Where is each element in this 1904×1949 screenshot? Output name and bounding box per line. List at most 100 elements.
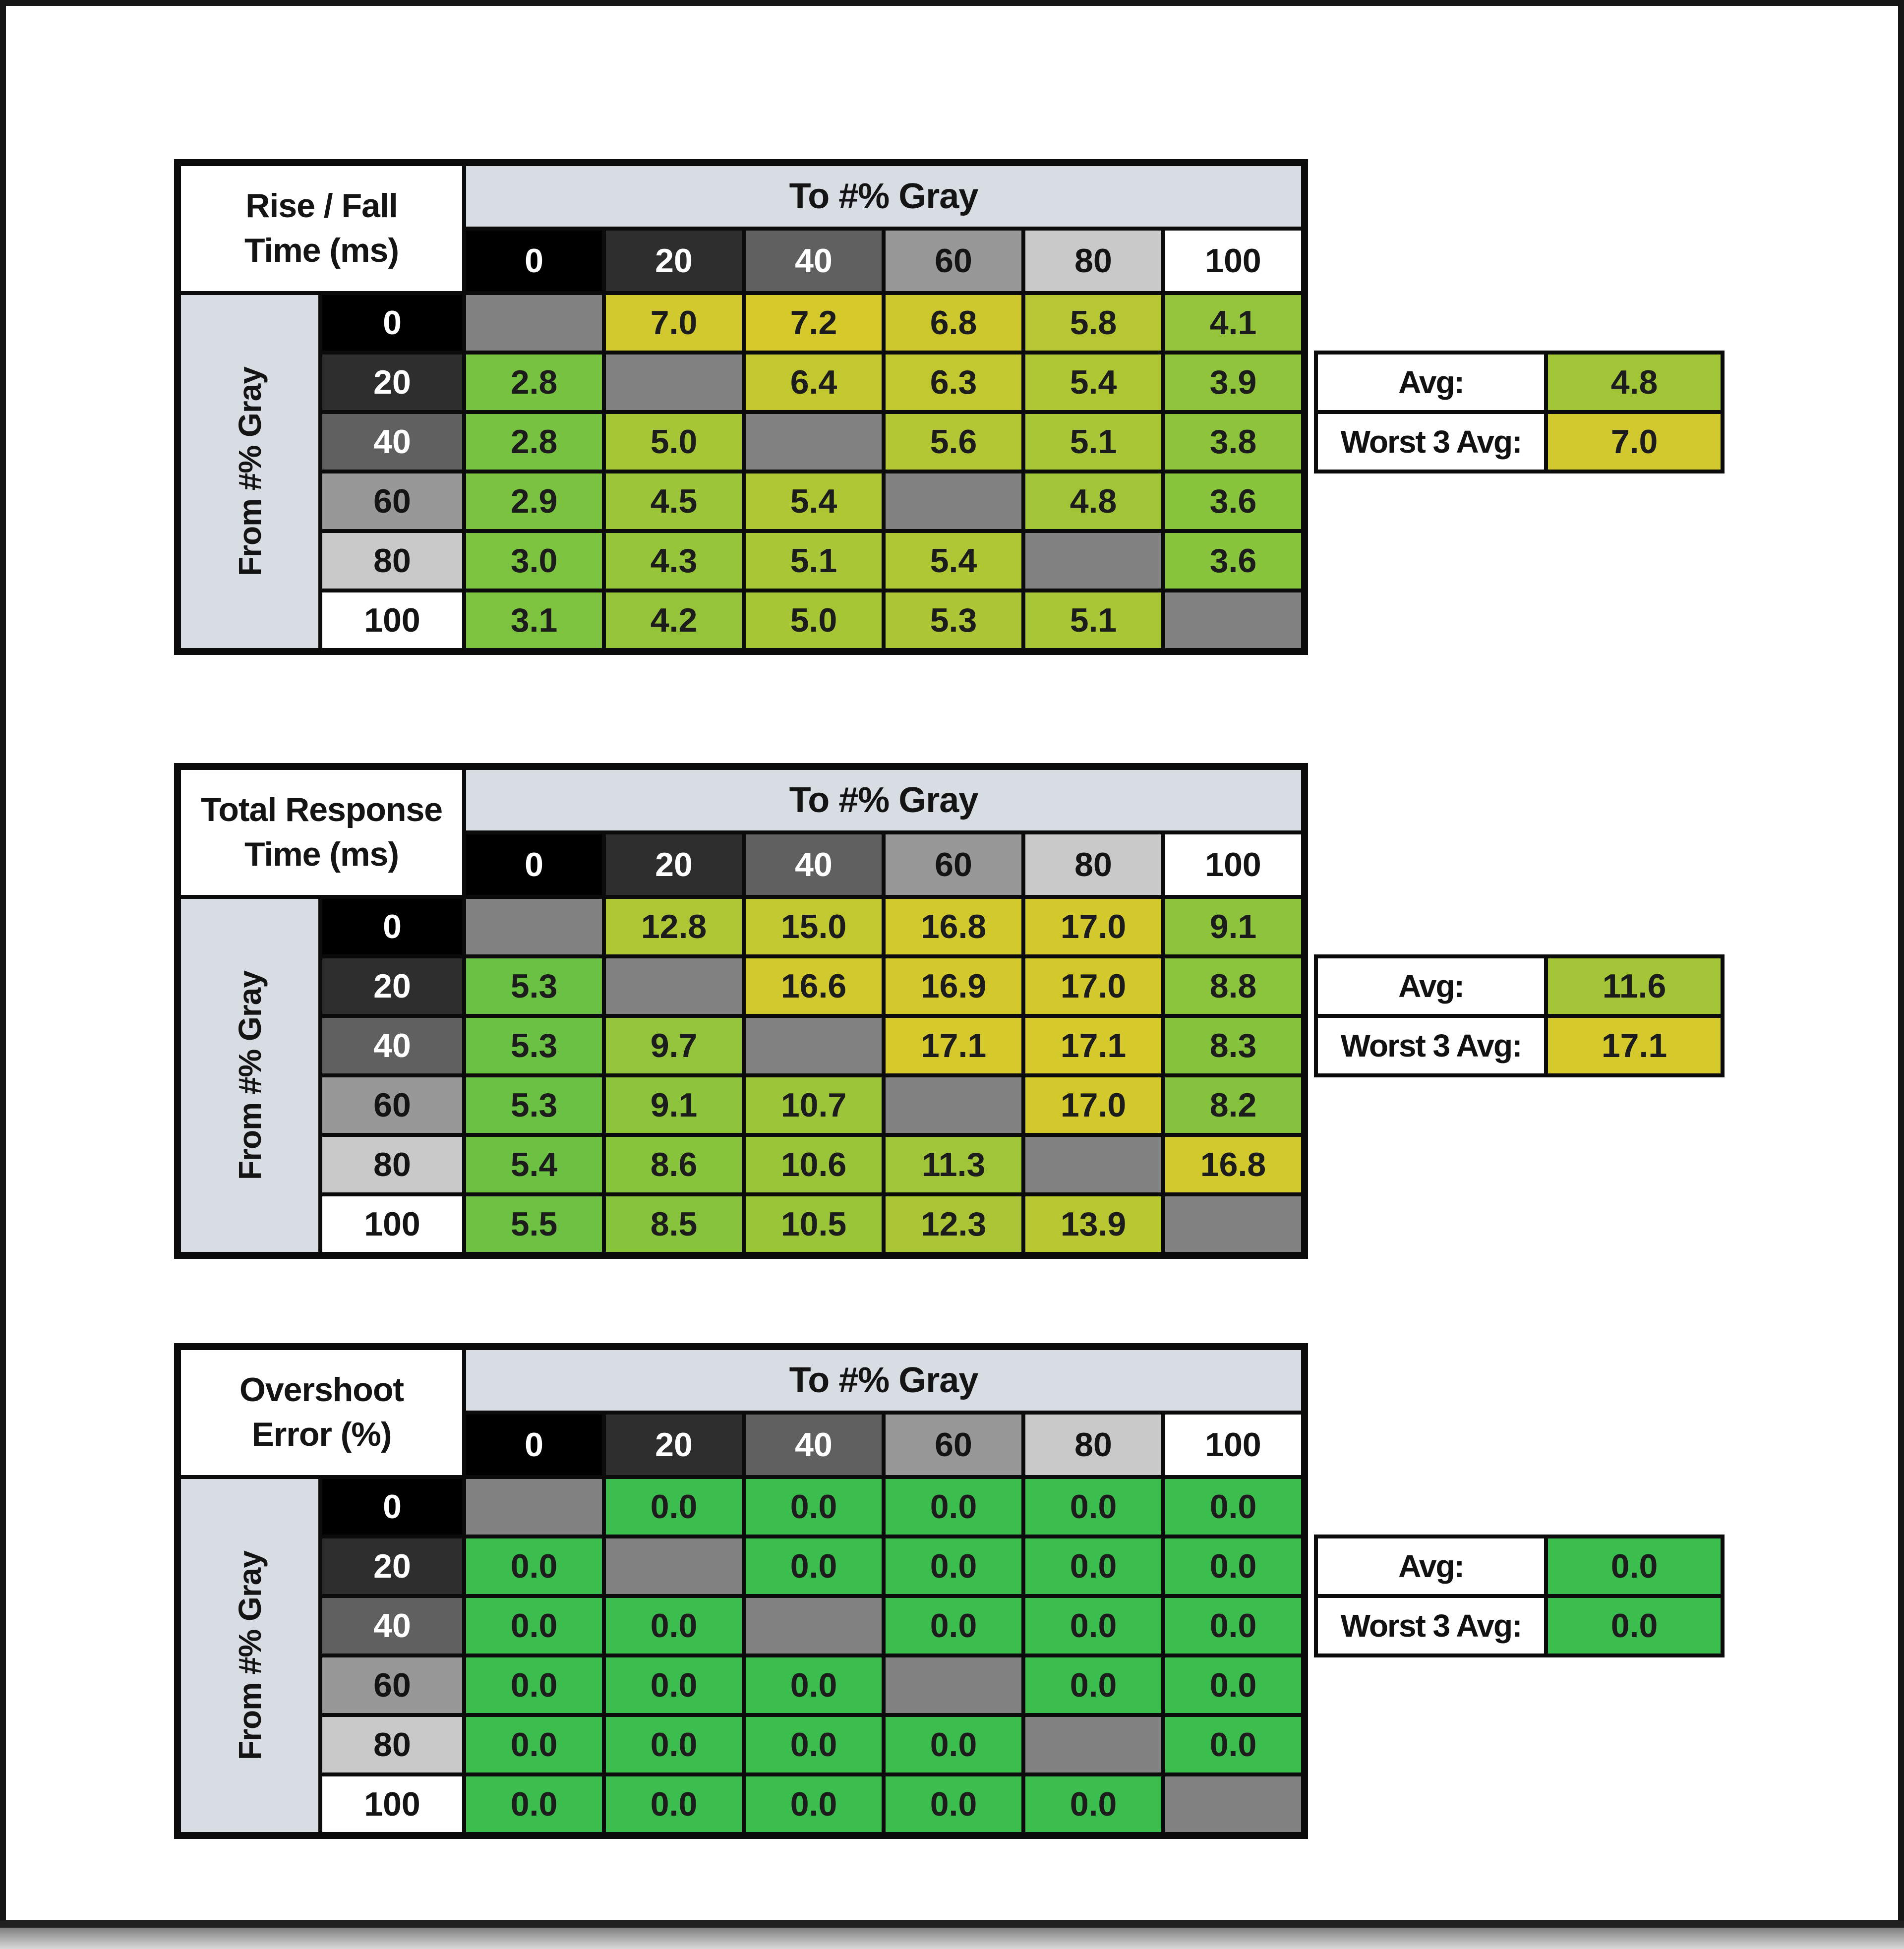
value-cell: 0.0 xyxy=(746,1717,882,1772)
diagonal-cell xyxy=(1025,1717,1161,1772)
value-cell: 3.8 xyxy=(1165,414,1301,470)
diagonal-cell xyxy=(466,899,602,954)
value-cell: 3.6 xyxy=(1165,533,1301,589)
value-cell: 6.3 xyxy=(886,354,1021,410)
value-cell: 0.0 xyxy=(746,1776,882,1832)
value-cell: 4.3 xyxy=(606,533,742,589)
row-header-40: 40 xyxy=(322,1598,462,1654)
row-header-60: 60 xyxy=(322,473,462,529)
diagonal-cell xyxy=(746,1018,882,1073)
diagonal-cell xyxy=(746,1598,882,1654)
table-title-line2: Error (%) xyxy=(251,1416,392,1453)
value-cell: 6.4 xyxy=(746,354,882,410)
avg-summary-box: Avg: 0.0 Worst 3 Avg: 0.0 xyxy=(1314,1535,1725,1657)
row-header-20: 20 xyxy=(322,354,462,410)
from-gray-axis-label: From #% Gray xyxy=(181,899,318,1252)
value-cell: 4.5 xyxy=(606,473,742,529)
diagonal-cell xyxy=(746,414,882,470)
value-cell: 8.3 xyxy=(1165,1018,1301,1073)
from-gray-axis-label: From #% Gray xyxy=(181,295,318,648)
value-cell: 9.1 xyxy=(1165,899,1301,954)
value-cell: 17.0 xyxy=(1025,899,1161,954)
value-cell: 5.3 xyxy=(886,592,1021,648)
row-header-80: 80 xyxy=(322,1717,462,1772)
value-cell: 5.4 xyxy=(1025,354,1161,410)
table-title-line1: Total Response xyxy=(200,791,443,829)
col-header-80: 80 xyxy=(1025,834,1161,895)
value-cell: 5.1 xyxy=(1025,414,1161,470)
row-header-60: 60 xyxy=(322,1077,462,1133)
value-cell: 12.8 xyxy=(606,899,742,954)
col-header-60: 60 xyxy=(886,231,1021,291)
value-cell: 0.0 xyxy=(1165,1657,1301,1713)
row-header-0: 0 xyxy=(322,1479,462,1535)
value-cell: 10.7 xyxy=(746,1077,882,1133)
worst3-avg-label: Worst 3 Avg: xyxy=(1318,1598,1544,1654)
value-cell: 0.0 xyxy=(886,1717,1021,1772)
value-cell: 10.5 xyxy=(746,1196,882,1252)
worst3-avg-value: 17.1 xyxy=(1548,1018,1721,1073)
value-cell: 0.0 xyxy=(606,1717,742,1772)
value-cell: 7.2 xyxy=(746,295,882,351)
value-cell: 0.0 xyxy=(606,1657,742,1713)
avg-label: Avg: xyxy=(1318,1538,1544,1594)
diagonal-cell xyxy=(606,958,742,1014)
value-cell: 17.1 xyxy=(886,1018,1021,1073)
value-cell: 6.8 xyxy=(886,295,1021,351)
col-header-100: 100 xyxy=(1165,1415,1301,1475)
value-cell: 0.0 xyxy=(886,1479,1021,1535)
col-header-100: 100 xyxy=(1165,231,1301,291)
row-header-80: 80 xyxy=(322,533,462,589)
row-header-100: 100 xyxy=(322,592,462,648)
value-cell: 11.3 xyxy=(886,1137,1021,1192)
row-header-80: 80 xyxy=(322,1137,462,1192)
table-title-line1: Overshoot xyxy=(239,1371,404,1409)
value-cell: 0.0 xyxy=(1025,1538,1161,1594)
value-cell: 16.8 xyxy=(886,899,1021,954)
value-cell: 5.6 xyxy=(886,414,1021,470)
value-cell: 0.0 xyxy=(1165,1717,1301,1772)
value-cell: 17.0 xyxy=(1025,1077,1161,1133)
diagonal-cell xyxy=(1025,1137,1161,1192)
value-cell: 0.0 xyxy=(1165,1538,1301,1594)
value-cell: 0.0 xyxy=(1025,1776,1161,1832)
col-header-80: 80 xyxy=(1025,231,1161,291)
value-cell: 8.5 xyxy=(606,1196,742,1252)
value-cell: 3.0 xyxy=(466,533,602,589)
diagonal-cell xyxy=(466,295,602,351)
col-header-40: 40 xyxy=(746,1415,882,1475)
value-cell: 2.8 xyxy=(466,354,602,410)
row-header-0: 0 xyxy=(322,295,462,351)
row-header-20: 20 xyxy=(322,1538,462,1594)
table-title: Total Response Time (ms) xyxy=(181,770,462,895)
value-cell: 0.0 xyxy=(886,1538,1021,1594)
value-cell: 8.6 xyxy=(606,1137,742,1192)
row-header-40: 40 xyxy=(322,414,462,470)
value-cell: 5.3 xyxy=(466,958,602,1014)
value-cell: 0.0 xyxy=(886,1598,1021,1654)
value-cell: 17.1 xyxy=(1025,1018,1161,1073)
col-header-100: 100 xyxy=(1165,834,1301,895)
value-cell: 0.0 xyxy=(466,1717,602,1772)
worst3-avg-value: 0.0 xyxy=(1548,1598,1721,1654)
window-scrollbar-strip[interactable] xyxy=(0,1928,1904,1949)
row-header-0: 0 xyxy=(322,899,462,954)
row-header-60: 60 xyxy=(322,1657,462,1713)
diagonal-cell xyxy=(886,473,1021,529)
value-cell: 0.0 xyxy=(746,1479,882,1535)
to-gray-axis-label: To #% Gray xyxy=(466,770,1301,830)
to-gray-axis-label: To #% Gray xyxy=(466,1350,1301,1411)
col-header-0: 0 xyxy=(466,231,602,291)
table-title-line2: Time (ms) xyxy=(244,232,399,269)
value-cell: 5.5 xyxy=(466,1196,602,1252)
avg-label: Avg: xyxy=(1318,958,1544,1014)
value-cell: 9.7 xyxy=(606,1018,742,1073)
value-cell: 16.6 xyxy=(746,958,882,1014)
avg-label: Avg: xyxy=(1318,354,1544,410)
diagonal-cell xyxy=(1165,1776,1301,1832)
table-title-line2: Time (ms) xyxy=(244,835,399,873)
row-header-100: 100 xyxy=(322,1196,462,1252)
value-cell: 7.0 xyxy=(606,295,742,351)
value-cell: 16.9 xyxy=(886,958,1021,1014)
value-cell: 0.0 xyxy=(746,1538,882,1594)
